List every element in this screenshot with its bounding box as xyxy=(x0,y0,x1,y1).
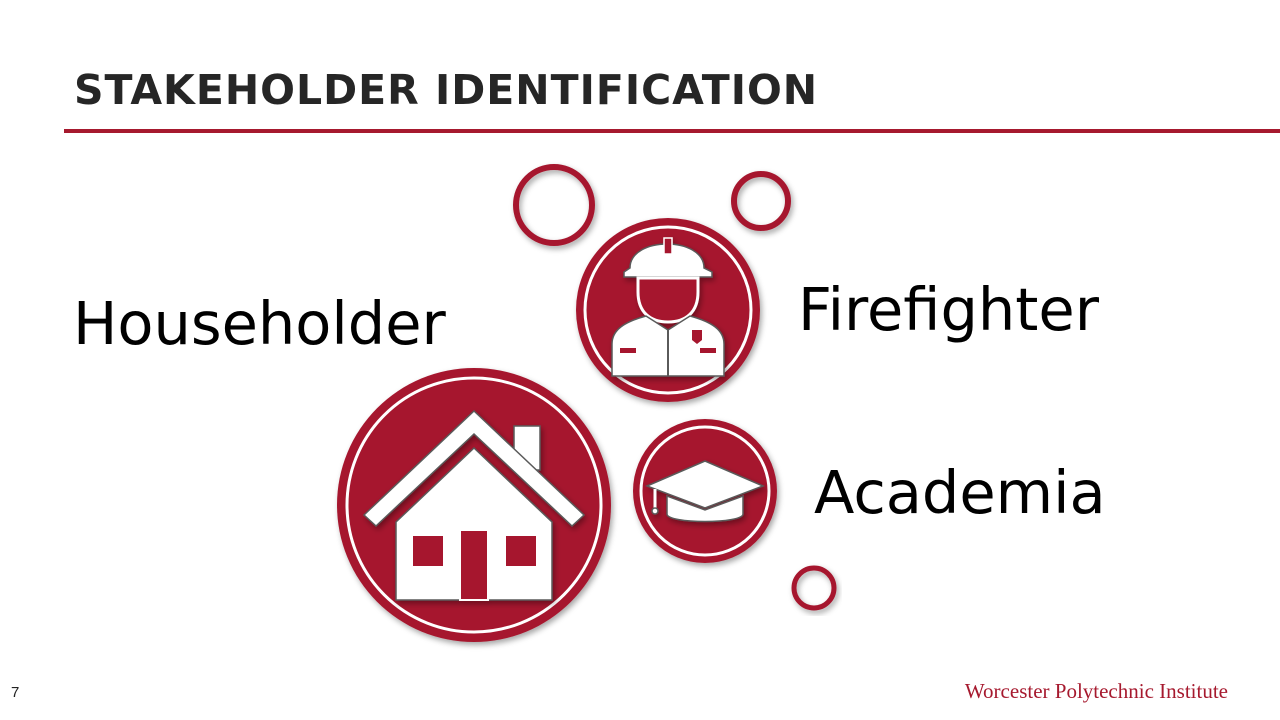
stakeholder-label-firefighter: Firefighter xyxy=(798,275,1099,344)
decorative-ring xyxy=(791,565,837,611)
firefighter-icon xyxy=(611,237,725,377)
footer-institution: Worcester Polytechnic Institute xyxy=(964,679,1228,703)
firefighter-badge xyxy=(576,218,760,402)
decorative-ring xyxy=(731,171,791,231)
stakeholder-label-academia: Academia xyxy=(814,458,1106,527)
title-divider xyxy=(64,129,1280,133)
page-number: 7 xyxy=(11,684,20,701)
graduation-cap-icon xyxy=(645,460,765,523)
house-icon xyxy=(362,409,586,601)
academia-badge xyxy=(633,419,777,563)
stakeholder-label-householder: Householder xyxy=(73,289,446,358)
householder-badge xyxy=(337,368,611,642)
decorative-ring xyxy=(513,164,595,246)
slide-title: STAKEHOLDER IDENTIFICATION xyxy=(74,66,819,114)
